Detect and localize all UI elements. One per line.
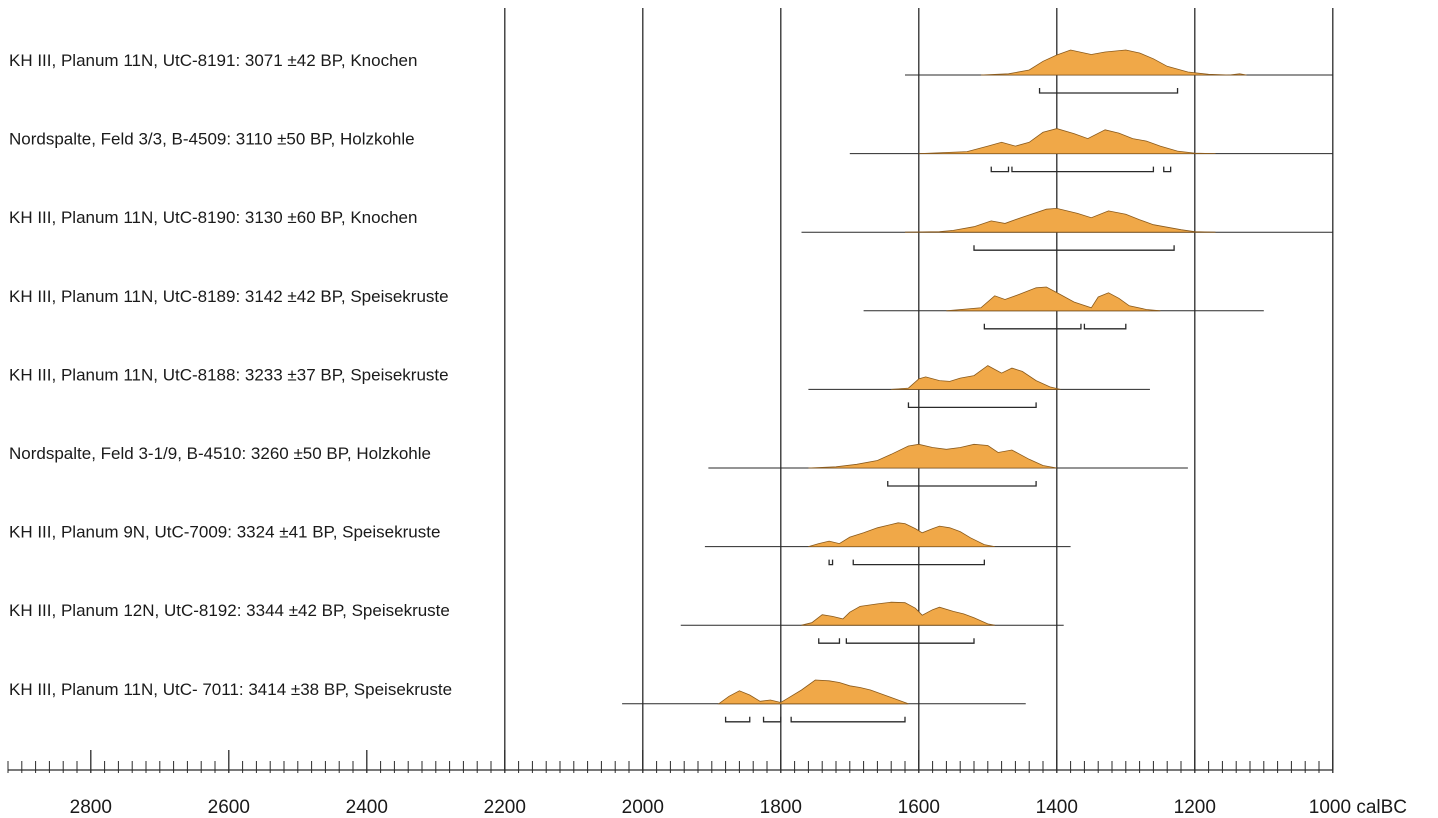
- probability-density: [904, 207, 1216, 233]
- sample-label: KH III, Planum 11N, UtC-8191: 3071 ±42 B…: [9, 51, 417, 70]
- probability-density: [801, 601, 995, 626]
- sample-row: KH III, Planum 11N, UtC-8190: 3130 ±60 B…: [9, 207, 1333, 251]
- range-bracket: [1083, 323, 1127, 330]
- sample-label: Nordspalte, Feld 3/3, B-4509: 3110 ±50 B…: [9, 130, 415, 149]
- range-bracket: [1163, 166, 1172, 173]
- sample-row: KH III, Planum 11N, UtC- 7011: 3414 ±38 …: [9, 679, 1026, 723]
- range-bracket: [1038, 88, 1179, 94]
- range-bracket: [907, 402, 1037, 409]
- sample-row: KH III, Planum 9N, UtC-7009: 3324 ±41 BP…: [9, 522, 1071, 566]
- sample-row: KH III, Planum 11N, UtC-8189: 3142 ±42 B…: [9, 286, 1264, 330]
- probability-density: [946, 286, 1161, 312]
- range-bracket: [852, 559, 985, 566]
- tick-label: 2000: [622, 797, 664, 818]
- sample-row: KH III, Planum 12N, UtC-8192: 3344 ±42 B…: [9, 601, 1064, 644]
- probability-density: [808, 522, 995, 547]
- sample-label: Nordspalte, Feld 3-1/9, B-4510: 3260 ±50…: [9, 444, 431, 463]
- sample-label: KH III, Planum 9N, UtC-7009: 3324 ±41 BP…: [9, 523, 440, 542]
- sample-row: KH III, Planum 11N, UtC-8191: 3071 ±42 B…: [9, 49, 1333, 94]
- range-bracket: [887, 481, 1037, 487]
- probability-density: [717, 679, 909, 705]
- sample-label: KH III, Planum 11N, UtC- 7011: 3414 ±38 …: [9, 680, 452, 699]
- sample-label: KH III, Planum 11N, UtC-8190: 3130 ±60 B…: [9, 208, 417, 227]
- probability-density: [980, 49, 1247, 76]
- tick-label: 2800: [70, 797, 112, 818]
- sample-row: Nordspalte, Feld 3-1/9, B-4510: 3260 ±50…: [9, 443, 1188, 487]
- tick-label: 2600: [208, 797, 250, 818]
- range-bracket: [818, 638, 841, 644]
- range-bracket: [790, 716, 906, 723]
- probability-density: [808, 443, 1057, 469]
- tick-label: 2200: [484, 797, 526, 818]
- range-bracket: [828, 559, 834, 566]
- tick-label: 2400: [346, 797, 388, 818]
- range-bracket: [1011, 166, 1155, 173]
- tick-label: 1000 calBC: [1309, 797, 1407, 818]
- probability-density: [918, 128, 1216, 154]
- range-bracket: [973, 245, 1175, 251]
- probability-density: [891, 365, 1061, 390]
- sample-label: KH III, Planum 11N, UtC-8189: 3142 ±42 B…: [9, 287, 449, 306]
- tick-label: 1400: [1036, 797, 1078, 818]
- sample-row: KH III, Planum 11N, UtC-8188: 3233 ±37 B…: [9, 365, 1150, 409]
- range-bracket: [983, 323, 1082, 330]
- tick-label: 1800: [760, 797, 802, 818]
- x-axis: 2800 2600 2400 2200 2000 1800 1600 1400 1200 1000…: [7, 750, 1407, 818]
- sample-label: KH III, Planum 12N, UtC-8192: 3344 ±42 B…: [9, 601, 450, 620]
- tick-label: 1600: [898, 797, 940, 818]
- sample-rows: KH III, Planum 11N, UtC-8191: 3071 ±42 B…: [9, 49, 1333, 723]
- range-bracket: [845, 638, 975, 644]
- range-bracket: [762, 716, 782, 723]
- sample-row: Nordspalte, Feld 3/3, B-4509: 3110 ±50 B…: [9, 128, 1333, 173]
- range-bracket: [724, 716, 751, 723]
- sample-label: KH III, Planum 11N, UtC-8188: 3233 ±37 B…: [9, 365, 449, 384]
- range-bracket: [990, 166, 1010, 173]
- tick-label: 1200: [1174, 797, 1216, 818]
